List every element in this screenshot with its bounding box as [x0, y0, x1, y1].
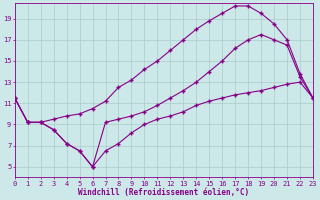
X-axis label: Windchill (Refroidissement éolien,°C): Windchill (Refroidissement éolien,°C) — [78, 188, 249, 197]
